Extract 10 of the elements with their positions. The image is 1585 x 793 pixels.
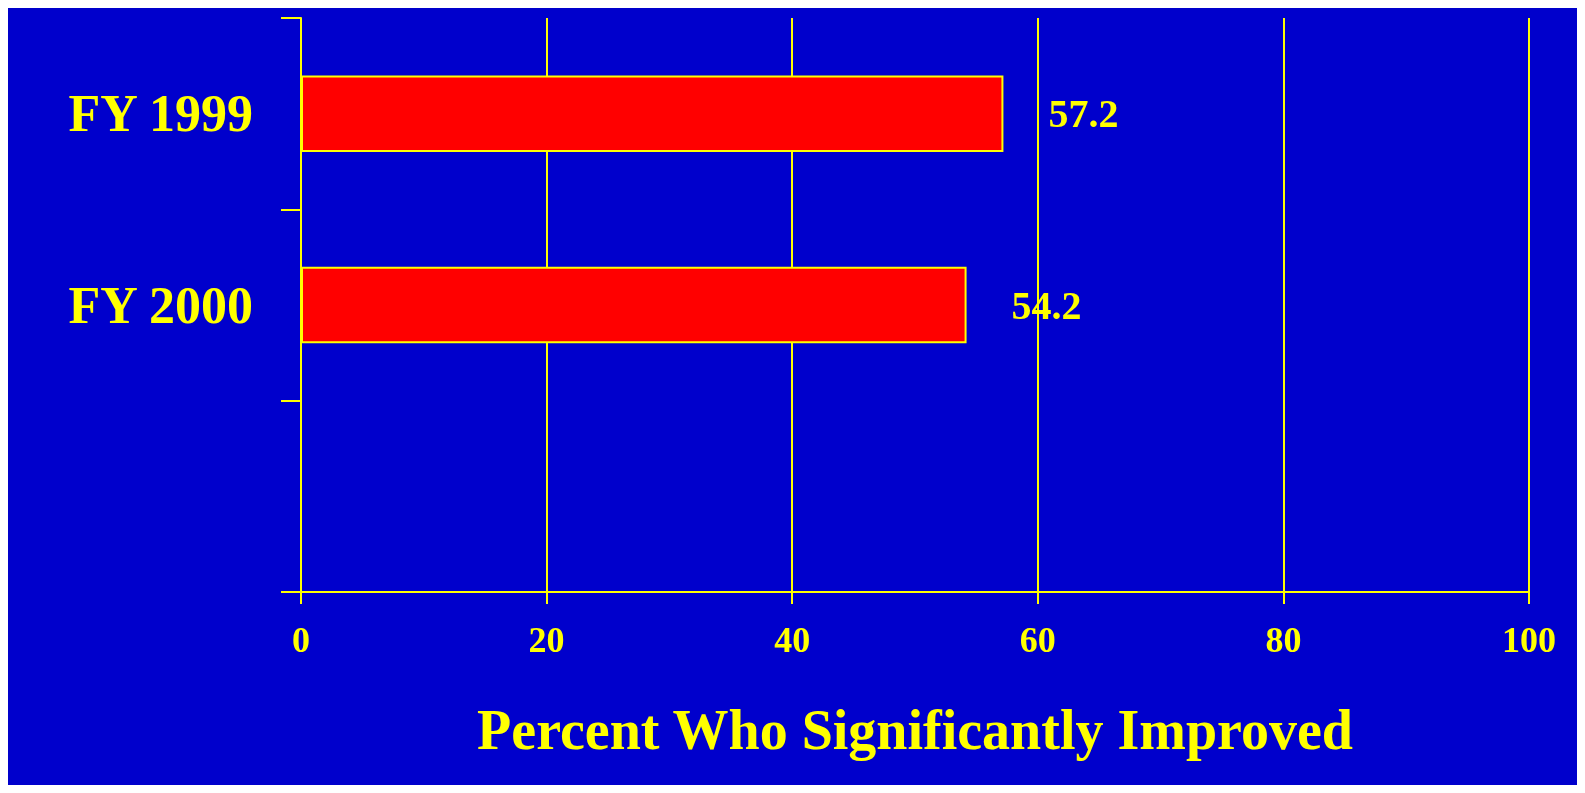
x-axis-title: Percent Who Significantly Improved: [477, 699, 1353, 761]
x-tick-label: 60: [1019, 620, 1056, 660]
y-tick-label: FY 2000: [68, 276, 253, 334]
x-tick-label: 40: [774, 620, 811, 660]
data-label: 57.2: [1048, 91, 1119, 137]
x-tick-label: 0: [292, 620, 310, 660]
x-tick-label: 80: [1265, 620, 1302, 660]
x-tick-label: 100: [1502, 620, 1556, 660]
y-tick-label: FY 1999: [68, 85, 253, 143]
x-tick-label: 20: [528, 620, 565, 660]
